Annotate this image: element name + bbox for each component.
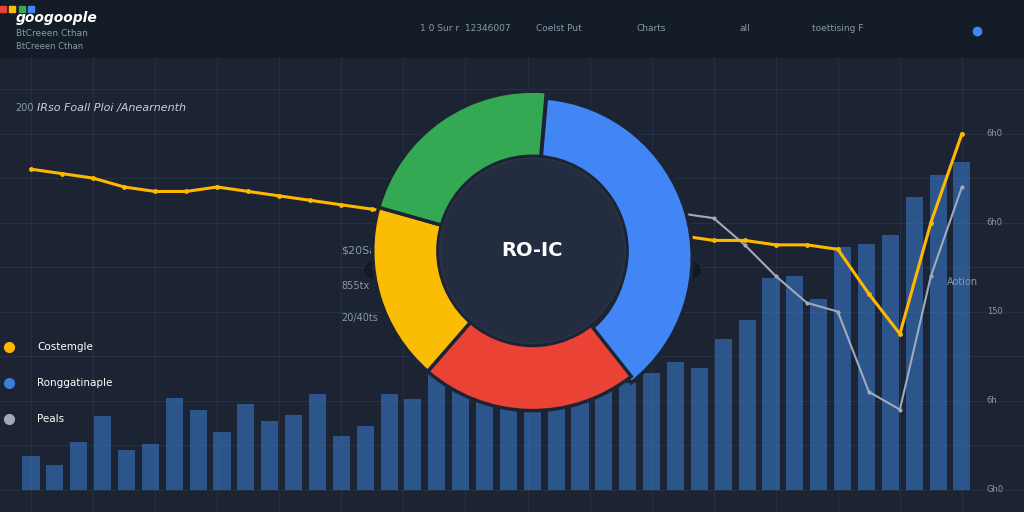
- Bar: [453, 385, 469, 490]
- Text: $20Sands: $20Sands: [341, 246, 396, 256]
- Text: Aotion: Aotion: [946, 277, 978, 287]
- Text: Ronggatinaple: Ronggatinaple: [37, 378, 113, 388]
- Text: Costemgle: Costemgle: [37, 342, 93, 352]
- Text: 150: 150: [987, 307, 1002, 316]
- Bar: [548, 340, 564, 490]
- Text: BtCreeen Cthan: BtCreeen Cthan: [15, 29, 87, 37]
- Bar: [715, 339, 732, 490]
- Bar: [571, 368, 589, 490]
- Bar: [643, 373, 660, 490]
- Bar: [261, 421, 279, 490]
- Bar: [476, 391, 494, 490]
- Bar: [500, 321, 517, 490]
- Bar: [404, 399, 422, 490]
- Bar: [763, 278, 779, 490]
- Bar: [667, 361, 684, 490]
- Text: 6h0: 6h0: [987, 218, 1002, 227]
- Text: Charts: Charts: [637, 24, 667, 33]
- Bar: [858, 244, 874, 490]
- Bar: [691, 368, 708, 490]
- Circle shape: [441, 160, 624, 342]
- Bar: [738, 320, 756, 490]
- Bar: [23, 456, 40, 490]
- Bar: [46, 465, 63, 490]
- Ellipse shape: [365, 242, 700, 298]
- Bar: [953, 161, 971, 490]
- Bar: [333, 436, 350, 490]
- Text: BtCreeen Cthan: BtCreeen Cthan: [15, 42, 83, 51]
- Circle shape: [440, 158, 625, 344]
- Bar: [166, 398, 182, 490]
- Bar: [620, 383, 636, 490]
- Bar: [118, 450, 135, 490]
- Bar: [930, 175, 946, 490]
- Text: IRso Foall Ploi /Anearnenth: IRso Foall Ploi /Anearnenth: [37, 103, 186, 113]
- Text: Gh0: Gh0: [987, 485, 1004, 494]
- Text: RO-IC: RO-IC: [502, 241, 563, 261]
- Bar: [238, 404, 254, 490]
- Bar: [381, 394, 397, 490]
- Bar: [189, 411, 207, 490]
- Text: 855tx: 855tx: [341, 282, 370, 291]
- Bar: [835, 246, 851, 490]
- Wedge shape: [373, 207, 472, 371]
- Bar: [71, 442, 87, 490]
- Bar: [810, 298, 827, 490]
- Text: 200: 200: [15, 103, 34, 113]
- Bar: [905, 197, 923, 490]
- Bar: [213, 432, 230, 490]
- Text: Coelst Put: Coelst Put: [536, 24, 582, 33]
- Text: 20/40ts: 20/40ts: [341, 312, 378, 323]
- Text: 1 0 Sur r  12346007: 1 0 Sur r 12346007: [420, 24, 511, 33]
- Bar: [94, 416, 112, 490]
- Text: 6h0: 6h0: [987, 129, 1002, 138]
- FancyBboxPatch shape: [0, 0, 1024, 58]
- Wedge shape: [428, 321, 631, 411]
- Bar: [882, 234, 899, 490]
- Wedge shape: [541, 98, 692, 383]
- Bar: [309, 394, 326, 490]
- Bar: [356, 426, 374, 490]
- Bar: [523, 353, 541, 490]
- Wedge shape: [379, 91, 547, 226]
- Bar: [285, 415, 302, 490]
- Text: googoople: googoople: [15, 11, 97, 25]
- Bar: [428, 364, 445, 490]
- Text: 6h: 6h: [987, 396, 997, 405]
- Text: Peals: Peals: [37, 414, 65, 423]
- Bar: [786, 276, 804, 490]
- Text: toettising F: toettising F: [812, 24, 863, 33]
- Bar: [595, 388, 612, 490]
- Bar: [142, 444, 159, 490]
- Text: all: all: [739, 24, 751, 33]
